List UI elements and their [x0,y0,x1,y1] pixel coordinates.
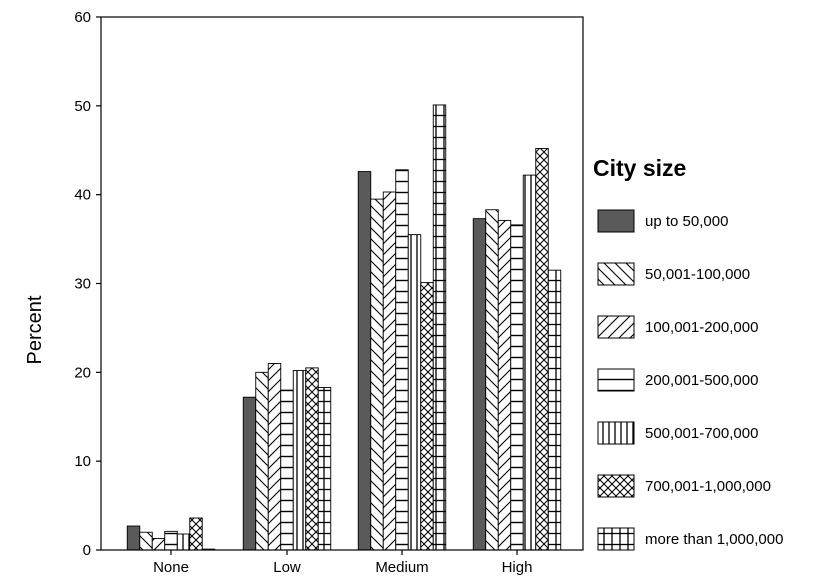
legend-swatch [597,368,635,392]
bar [407,234,422,551]
legend-label: 700,001-1,000,000 [645,478,771,495]
x-tick-label: Low [273,559,301,576]
bar [472,218,487,551]
y-tick-label: 60 [74,9,91,26]
bar [292,370,307,551]
bar [370,198,384,551]
bar [280,389,294,551]
y-tick-label: 50 [74,98,91,115]
bar [255,371,269,551]
bar [432,104,447,551]
legend-title: City size [593,155,686,181]
y-tick-label: 20 [74,364,91,381]
bar [126,525,141,551]
legend-swatch [597,474,635,498]
y-tick-label: 30 [74,276,91,293]
bar [317,386,332,551]
bar [139,531,153,551]
bar [510,224,524,551]
bar [547,269,562,551]
x-tick-label: None [153,559,189,576]
bar [522,174,537,551]
bar [485,209,499,551]
legend: up to 50,000 50,001-100,000 100,001-200,00… [597,209,783,551]
bar [151,538,166,551]
legend-label: 500,001-700,000 [645,425,758,442]
bars-group [126,104,562,551]
legend-swatch [597,315,635,339]
bar [164,530,178,551]
legend-swatch [597,209,635,233]
bar [267,363,282,551]
bar [535,148,549,551]
bar [420,282,434,551]
legend-swatch [597,527,635,551]
bar [176,533,191,551]
legend-label: more than 1,000,000 [645,531,783,548]
x-axis: None Low Medium High [153,550,532,576]
y-axis: 0 10 20 30 40 50 60 [74,9,101,559]
legend-swatch [597,421,635,445]
y-tick-label: 40 [74,187,91,204]
bar [189,517,203,551]
bar [305,367,319,551]
legend-label: 50,001-100,000 [645,266,750,283]
x-tick-label: High [502,559,533,576]
legend-label: 100,001-200,000 [645,319,758,336]
bar [395,169,409,551]
bar [357,171,372,551]
y-axis-title: Percent [24,295,46,364]
legend-swatch [597,262,635,286]
y-tick-label: 0 [83,542,91,559]
x-tick-label: Medium [375,559,428,576]
bar [382,191,397,551]
legend-label: up to 50,000 [645,213,728,230]
y-tick-label: 10 [74,453,91,470]
bar [242,396,257,551]
legend-label: 200,001-500,000 [645,372,758,389]
bar [497,219,512,551]
